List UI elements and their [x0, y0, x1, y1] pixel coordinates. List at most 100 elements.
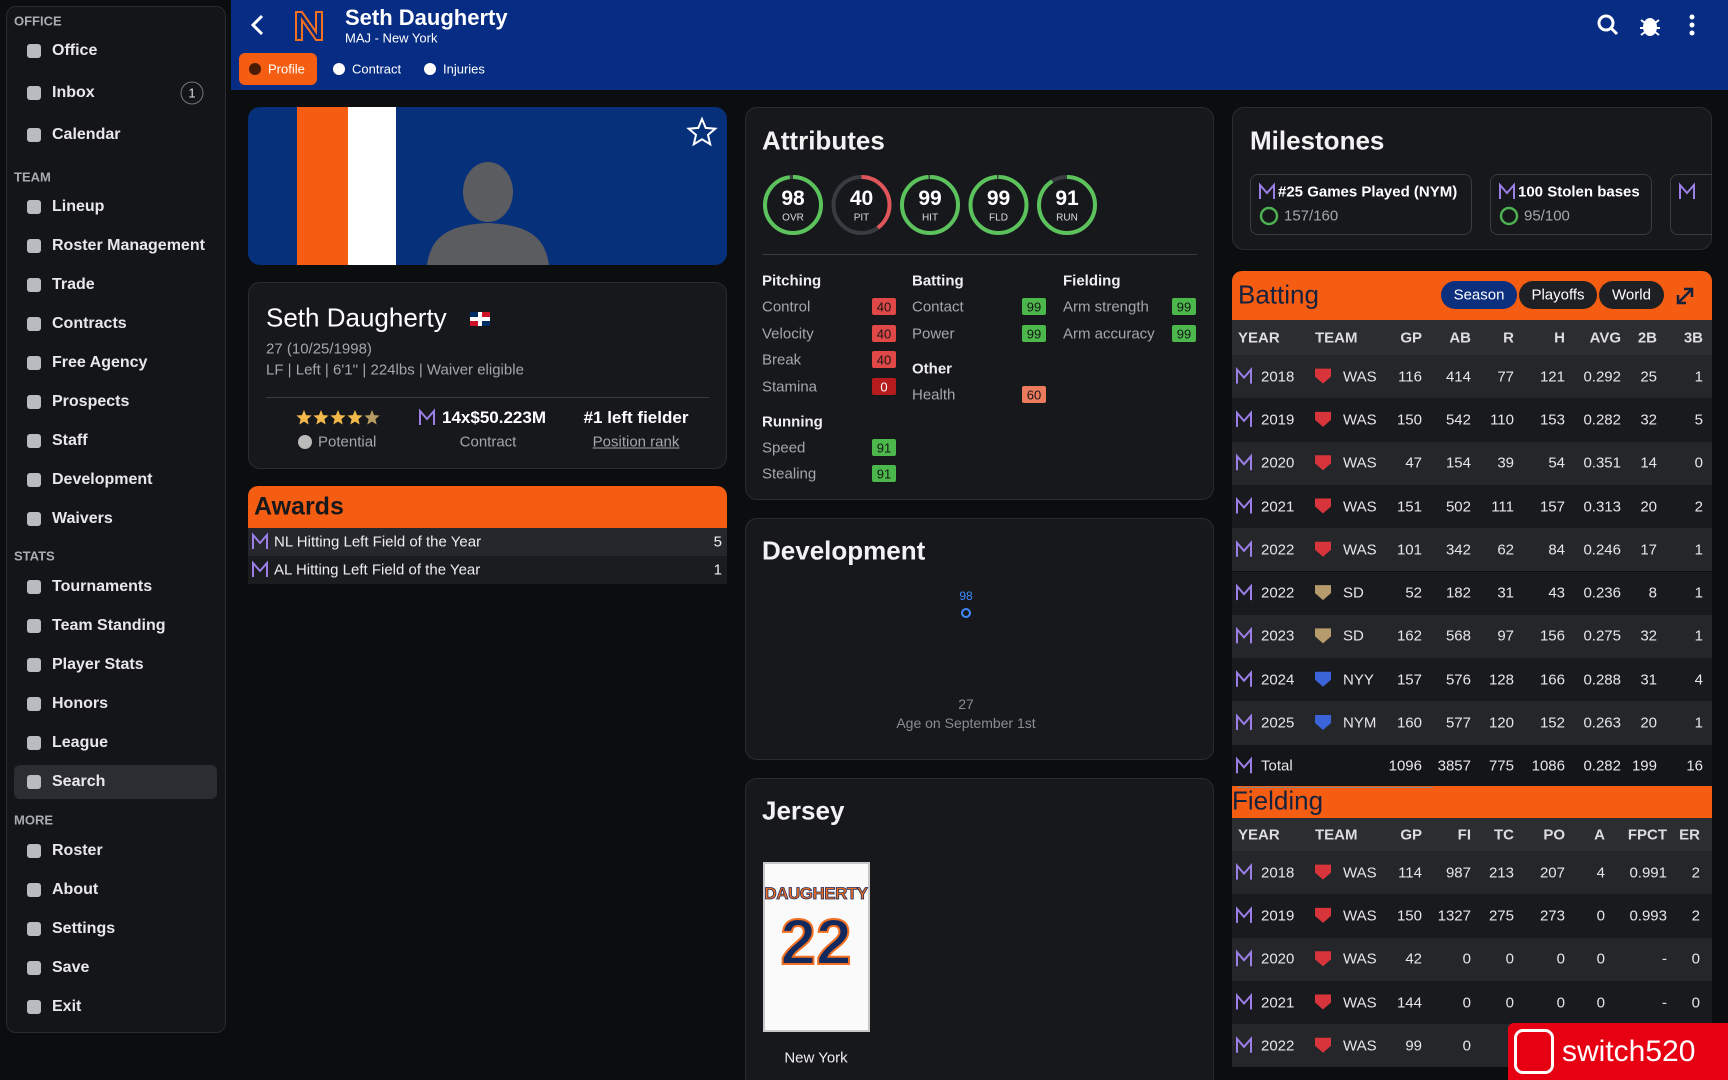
team: WAS — [1343, 994, 1377, 1011]
attribute-badge — [872, 465, 896, 482]
stat: 0.282 — [1583, 757, 1621, 775]
stat: 3857 — [1437, 757, 1471, 775]
nav-item[interactable]: Prospects — [52, 393, 130, 410]
batting-row — [1232, 355, 1712, 399]
attribute-value: 99 — [1026, 326, 1042, 341]
attribute-label: Health — [912, 386, 956, 403]
divider — [762, 254, 1197, 255]
stat: 111 — [1491, 498, 1514, 515]
awards-title: Awards — [254, 492, 344, 521]
attribute-label: Stealing — [762, 465, 817, 483]
team: SD — [1343, 584, 1364, 602]
nav-item[interactable]: Inbox — [52, 84, 95, 101]
team: SD — [1343, 627, 1364, 645]
column-header: 2B — [1637, 329, 1657, 346]
tab[interactable]: Contract — [352, 61, 402, 77]
section-label: TEAM — [14, 169, 51, 185]
nav-item[interactable]: Roster Management — [52, 237, 205, 254]
nav-item[interactable]: Calendar — [52, 126, 121, 143]
nav-item[interactable]: Search — [52, 773, 106, 790]
nav-item[interactable]: Honors — [52, 695, 108, 712]
stat: 0.275 — [1583, 627, 1621, 645]
rating-value: 99 — [986, 187, 1011, 210]
stat: 207 — [1539, 864, 1565, 882]
attribute-group: Pitching — [762, 272, 822, 290]
nav-item[interactable]: Exit — [52, 998, 82, 1015]
page-subtitle: MAJ - New York — [345, 30, 438, 46]
nav-item[interactable]: Settings — [52, 920, 116, 937]
stat: 128 — [1488, 671, 1514, 689]
milestone-card — [1490, 174, 1652, 235]
rating-label: FLD — [989, 212, 1008, 224]
award-count: 1 — [713, 561, 722, 579]
nav-item[interactable]: Trade — [52, 276, 95, 293]
nav-item[interactable]: Player Stats — [52, 656, 144, 673]
stat: 0.282 — [1583, 411, 1621, 429]
award-count: 5 — [713, 533, 722, 551]
awards-header — [248, 486, 727, 528]
stat: 0 — [1505, 950, 1514, 968]
nav-item[interactable]: League — [52, 734, 109, 751]
nav-item[interactable]: Free Agency — [52, 354, 148, 371]
stat: 987 — [1445, 864, 1471, 882]
year: 2019 — [1261, 907, 1295, 925]
nav-item[interactable]: Office — [52, 42, 98, 59]
year: 2023 — [1261, 627, 1295, 645]
nav-item[interactable]: Save — [52, 959, 90, 976]
batting-tab[interactable] — [1519, 281, 1597, 309]
attribute-group: Batting — [912, 272, 964, 290]
batting-row — [1232, 441, 1712, 485]
stat: 0.263 — [1583, 714, 1621, 732]
award-name: NL Hitting Left Field of the Year — [274, 533, 482, 551]
batting-tab-label[interactable]: World — [1612, 286, 1651, 304]
batting-column-header — [1232, 320, 1712, 355]
stat: 1 — [1694, 584, 1703, 602]
stat: 160 — [1396, 714, 1422, 732]
column-header: TC — [1494, 826, 1514, 843]
nav-item[interactable]: Roster — [52, 842, 103, 859]
nav-item[interactable]: Lineup — [52, 198, 105, 215]
position-rank-label[interactable]: Position rank — [592, 433, 680, 451]
team: WAS — [1343, 864, 1377, 882]
stat: 166 — [1539, 671, 1565, 689]
stat: 20 — [1640, 714, 1657, 732]
stat: 4 — [1596, 864, 1605, 882]
nav-item[interactable]: About — [52, 881, 99, 898]
divider — [266, 397, 709, 398]
batting-tab-label[interactable]: Playoffs — [1531, 286, 1585, 304]
nav-item[interactable]: Staff — [52, 432, 88, 449]
nav-item[interactable]: Waivers — [52, 510, 113, 527]
tab[interactable]: Injuries — [443, 61, 485, 77]
nav-item[interactable]: Development — [52, 471, 153, 488]
stat: 5 — [1694, 411, 1703, 429]
stat: 0.993 — [1629, 907, 1667, 925]
contract-label: Contract — [459, 433, 517, 451]
fielding-row — [1232, 894, 1712, 938]
stat: 273 — [1539, 907, 1565, 925]
stat: 2 — [1694, 498, 1703, 515]
year: 2025 — [1261, 714, 1295, 732]
nav-item[interactable]: Contracts — [52, 315, 127, 332]
stat: 0.991 — [1629, 864, 1667, 882]
column-header: ER — [1679, 826, 1700, 843]
attribute-label: Break — [762, 351, 802, 369]
tab[interactable]: Profile — [268, 61, 305, 77]
potential-label: Potential — [318, 433, 377, 451]
team: WAS — [1343, 368, 1377, 386]
column-header: AB — [1449, 329, 1471, 346]
stat: 20 — [1640, 498, 1657, 515]
nav-item[interactable]: Tournaments — [52, 578, 153, 595]
stat: 154 — [1445, 454, 1471, 472]
stat: 1 — [1694, 714, 1703, 732]
batting-tab[interactable] — [1599, 281, 1664, 309]
nav-item[interactable]: Team Standing — [52, 617, 166, 634]
jersey-team: New York — [784, 1049, 848, 1067]
team: WAS — [1343, 1037, 1377, 1055]
nav-active — [14, 765, 217, 799]
attribute-badge — [872, 298, 896, 315]
batting-tab[interactable] — [1441, 281, 1517, 309]
attributes-title: Attributes — [762, 125, 885, 156]
stat: 31 — [1497, 584, 1514, 602]
batting-tab-label[interactable]: Season — [1453, 286, 1505, 304]
